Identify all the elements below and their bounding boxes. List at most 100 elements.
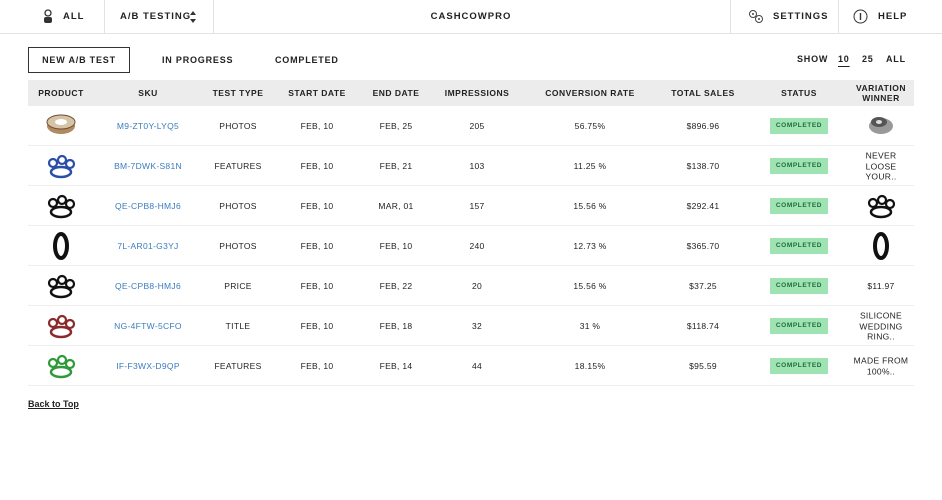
help-icon[interactable] [853, 9, 868, 24]
winner-image [867, 194, 896, 219]
new-test-button[interactable]: NEW A/B TEST [28, 47, 130, 73]
column-header: END DATE [372, 88, 420, 98]
sku[interactable]: M9-ZT0Y-LYQ5 [116, 120, 180, 131]
test-type: PHOTOS [219, 120, 257, 131]
total-sales: $365.70 [686, 240, 720, 251]
end-date: FEB, 22 [379, 280, 413, 291]
sku[interactable]: 7L-AR01-G3YJ [117, 240, 179, 251]
table-row: IF-F3WX-D9QP FEATURES FEB, 10 FEB, 14 44 18.1… [28, 346, 914, 386]
start-date: FEB, 10 [300, 320, 334, 331]
column-header: STATUS [781, 88, 817, 98]
test-type: FEATURES [214, 160, 262, 171]
total-sales: $896.96 [686, 120, 720, 131]
test-type: TITLE [225, 320, 251, 331]
nav-section[interactable]: A/B TESTING [120, 11, 192, 22]
impressions: 205 [469, 120, 485, 131]
impressions: 32 [471, 320, 483, 331]
sku[interactable]: QE-CPB8-HMJ6 [115, 200, 181, 211]
conversion-rate: 31 % [579, 320, 601, 331]
end-date: FEB, 21 [379, 160, 413, 171]
divider [213, 0, 214, 33]
impressions: 240 [469, 240, 485, 251]
end-date: FEB, 18 [379, 320, 413, 331]
conversion-rate: 18.15% [574, 360, 606, 371]
show-option[interactable]: 10 [838, 54, 850, 64]
product-image [47, 154, 76, 179]
table-row: M9-ZT0Y-LYQ5 PHOTOS FEB, 10 FEB, 25 205 56.75… [28, 106, 914, 146]
test-type: PHOTOS [219, 240, 257, 251]
end-date: FEB, 14 [379, 360, 413, 371]
product-image [47, 274, 76, 299]
show-label: SHOW [797, 54, 829, 64]
test-type: PRICE [224, 280, 252, 291]
column-header: SKU [138, 88, 158, 98]
nav-all[interactable]: ALL [63, 11, 85, 22]
variation-winner: SILICONE WEDDING RING.. [859, 310, 903, 342]
total-sales: $95.59 [689, 360, 717, 371]
test-type: FEATURES [214, 360, 262, 371]
brand: CASHCOWPRO [430, 11, 512, 22]
sort-icon[interactable] [189, 10, 197, 24]
settings-icon[interactable] [748, 9, 764, 24]
total-sales: $37.25 [689, 280, 717, 291]
column-header: START DATE [288, 88, 346, 98]
column-header: TOTAL SALES [671, 88, 735, 98]
variation-winner: NEVER LOOSE YOUR.. [865, 150, 897, 182]
divider [104, 0, 105, 33]
product-image [53, 232, 69, 260]
table-row: NG-4FTW-5CFO TITLE FEB, 10 FEB, 18 32 31 % $11… [28, 306, 914, 346]
divider [838, 0, 839, 33]
table-row: QE-CPB8-HMJ6 PRICE FEB, 10 FEB, 22 20 15.56 %… [28, 266, 914, 306]
start-date: FEB, 10 [300, 360, 334, 371]
winner-image [873, 232, 889, 260]
status-badge: COMPLETED [770, 238, 828, 254]
start-date: FEB, 10 [300, 200, 334, 211]
impressions: 157 [469, 200, 485, 211]
sku[interactable]: NG-4FTW-5CFO [114, 320, 182, 331]
winner-image [869, 117, 893, 134]
back-to-top[interactable]: Back to Top [28, 399, 79, 409]
conversion-rate: 11.25 % [573, 160, 607, 171]
total-sales: $118.74 [686, 320, 720, 331]
status-badge: COMPLETED [770, 118, 828, 134]
start-date: FEB, 10 [300, 160, 334, 171]
conversion-rate: 15.56 % [573, 280, 607, 291]
start-date: FEB, 10 [300, 280, 334, 291]
column-header: PRODUCT [38, 88, 84, 98]
status-badge: COMPLETED [770, 318, 828, 334]
status-badge: COMPLETED [770, 358, 828, 374]
divider [730, 0, 731, 33]
table-row: BM-7DWK-S81N FEATURES FEB, 10 FEB, 21 103 11.… [28, 146, 914, 186]
top-nav: ALL A/B TESTING CASHCOWPRO SETTINGS HELP [0, 0, 942, 34]
conversion-rate: 12.73 % [573, 240, 607, 251]
tab-in-progress[interactable]: IN PROGRESS [162, 55, 234, 65]
impressions: 44 [471, 360, 483, 371]
table-row: 7L-AR01-G3YJ PHOTOS FEB, 10 FEB, 10 240 12.73… [28, 226, 914, 266]
tab-completed[interactable]: COMPLETED [275, 55, 339, 65]
show-option[interactable]: ALL [886, 54, 906, 64]
sku[interactable]: BM-7DWK-S81N [114, 160, 182, 171]
nav-settings[interactable]: SETTINGS [773, 11, 829, 22]
product-image [46, 114, 76, 134]
variation-winner: $11.97 [867, 280, 895, 291]
column-header: TEST TYPE [212, 88, 264, 98]
table-row: QE-CPB8-HMJ6 PHOTOS FEB, 10 MAR, 01 157 15.56… [28, 186, 914, 226]
total-sales: $138.70 [686, 160, 720, 171]
all-icon [44, 9, 52, 23]
impressions: 20 [471, 280, 483, 291]
sku[interactable]: QE-CPB8-HMJ6 [115, 280, 181, 291]
sku[interactable]: IF-F3WX-D9QP [116, 360, 180, 371]
total-sales: $292.41 [686, 200, 720, 211]
show-option[interactable]: 25 [862, 54, 874, 64]
product-image [47, 314, 76, 339]
end-date: FEB, 25 [379, 120, 413, 131]
product-image [47, 354, 76, 379]
status-badge: COMPLETED [770, 158, 828, 174]
status-badge: COMPLETED [770, 198, 828, 214]
column-header: IMPRESSIONS [444, 88, 510, 98]
product-image [47, 194, 76, 219]
column-header: CONVERSION RATE [545, 88, 635, 98]
test-type: PHOTOS [219, 200, 257, 211]
nav-help[interactable]: HELP [878, 11, 908, 22]
